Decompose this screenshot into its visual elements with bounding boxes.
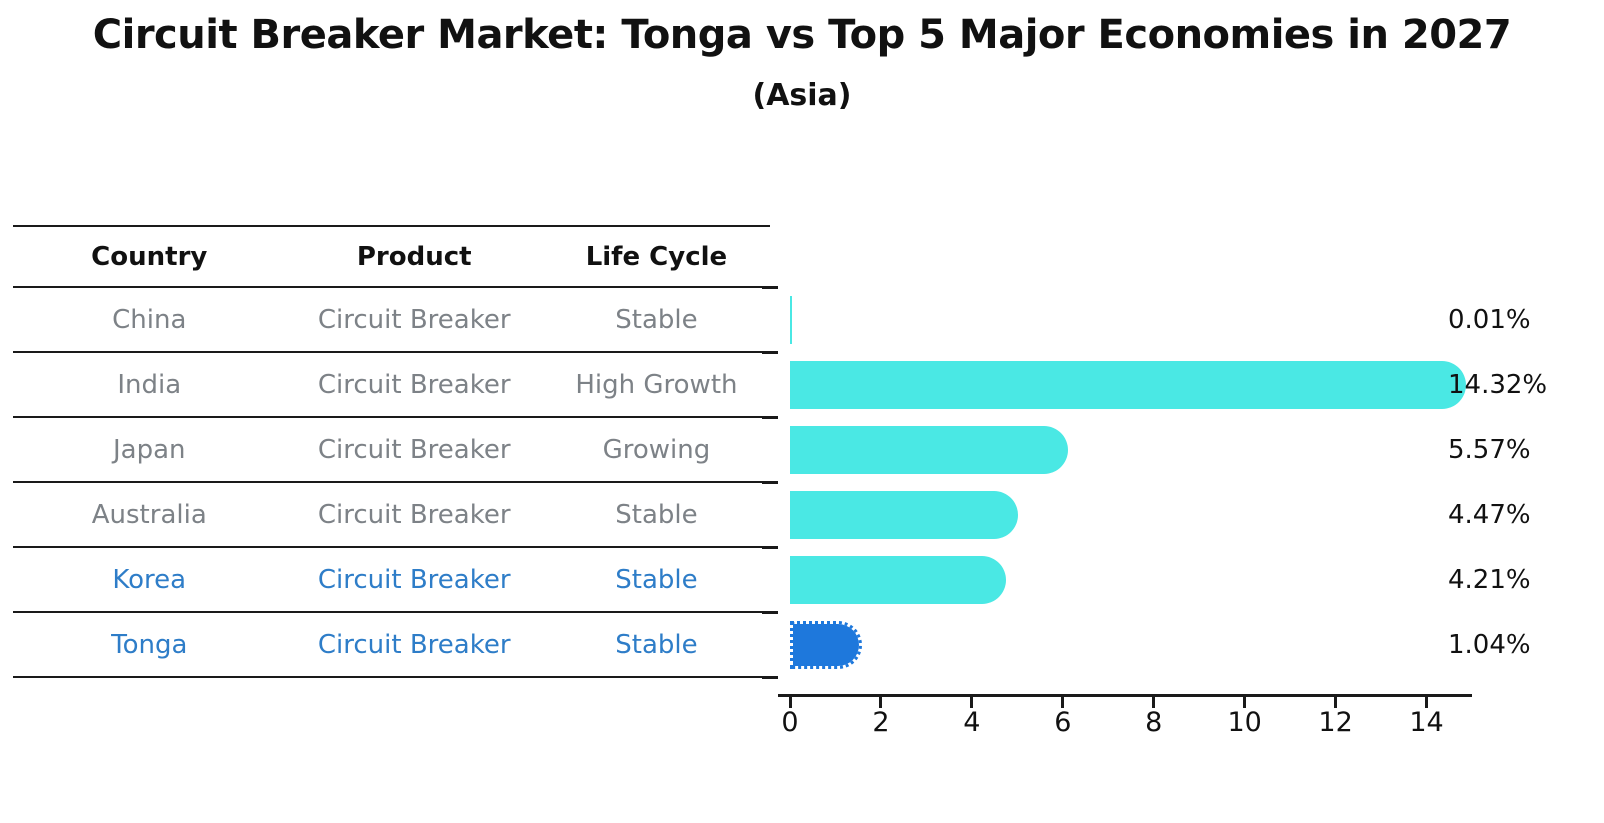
product-cell: Circuit Breaker	[317, 434, 511, 465]
product-cell: Circuit Breaker	[317, 369, 511, 400]
x-axis-tick-label: 0	[781, 707, 799, 738]
country-cell: China	[112, 304, 187, 335]
y-axis-tick	[762, 611, 778, 614]
bar-tonga	[790, 620, 862, 669]
lifecycle-cell: Growing	[602, 434, 711, 465]
bar-india	[790, 360, 1466, 409]
y-axis-tick	[762, 676, 778, 679]
y-axis-tick	[762, 546, 778, 549]
x-axis-tick-label: 8	[1145, 707, 1163, 738]
x-axis-tick	[1334, 697, 1338, 708]
table-row-australia: Australia Circuit Breaker Stable	[13, 483, 770, 548]
col-header-product: Product	[356, 241, 472, 272]
x-axis-tick-label: 12	[1318, 707, 1353, 738]
country-table: Country Product Life Cycle China Circuit …	[13, 225, 770, 678]
x-axis-tick	[788, 697, 792, 708]
value-label-japan: 5.57%	[1448, 434, 1531, 465]
x-axis-tick	[1152, 697, 1156, 708]
product-cell: Circuit Breaker	[317, 499, 511, 530]
value-label-india: 14.32%	[1448, 369, 1548, 400]
x-axis-tick	[1425, 697, 1429, 708]
chart-title: Circuit Breaker Market: Tonga vs Top 5 M…	[92, 12, 1512, 58]
x-axis-tick	[1243, 697, 1247, 708]
table-row-tonga: Tonga Circuit Breaker Stable	[13, 613, 770, 678]
y-axis-tick	[762, 286, 778, 289]
table-body: China Circuit Breaker Stable India Circuit B…	[13, 288, 770, 678]
value-label-australia: 4.47%	[1448, 499, 1531, 530]
x-axis-tick	[1061, 697, 1065, 708]
x-axis-tick	[970, 697, 974, 708]
x-axis-tick-label: 2	[872, 707, 890, 738]
value-label-china: 0.01%	[1448, 304, 1531, 335]
x-axis-tick-label: 6	[1054, 707, 1072, 738]
lifecycle-cell: Stable	[615, 629, 698, 660]
bar-australia	[790, 490, 1018, 539]
x-axis-tick	[879, 697, 883, 708]
country-cell: Japan	[113, 434, 186, 465]
y-axis-tick	[762, 416, 778, 419]
country-cell: Korea	[112, 564, 187, 595]
value-label-korea: 4.21%	[1448, 564, 1531, 595]
x-axis-line	[778, 694, 1472, 697]
country-cell: Tonga	[111, 629, 188, 660]
country-cell: India	[117, 369, 182, 400]
table-row-korea: Korea Circuit Breaker Stable	[13, 548, 770, 613]
product-cell: Circuit Breaker	[317, 564, 511, 595]
col-header-country: Country	[91, 241, 208, 272]
table-header-row: Country Product Life Cycle	[13, 225, 770, 288]
lifecycle-cell: High Growth	[575, 369, 738, 400]
x-axis-tick-label: 10	[1227, 707, 1262, 738]
table-row-india: India Circuit Breaker High Growth	[13, 353, 770, 418]
x-axis-tick-label: 14	[1409, 707, 1444, 738]
lifecycle-cell: Stable	[615, 564, 698, 595]
lifecycle-cell: Stable	[615, 304, 698, 335]
chart-subtitle: (Asia)	[752, 78, 852, 113]
x-axis-tick-label: 4	[963, 707, 981, 738]
y-axis-tick	[762, 351, 778, 354]
col-header-lifecycle: Life Cycle	[585, 241, 728, 272]
bar-china	[790, 295, 792, 344]
value-label-tonga: 1.04%	[1448, 629, 1531, 660]
product-cell: Circuit Breaker	[317, 304, 511, 335]
table-row-japan: Japan Circuit Breaker Growing	[13, 418, 770, 483]
y-axis-tick	[762, 481, 778, 484]
product-cell: Circuit Breaker	[317, 629, 511, 660]
table-row-china: China Circuit Breaker Stable	[13, 288, 770, 353]
bar-korea	[790, 555, 1006, 604]
lifecycle-cell: Stable	[615, 499, 698, 530]
country-cell: Australia	[91, 499, 207, 530]
bar-japan	[790, 425, 1068, 474]
